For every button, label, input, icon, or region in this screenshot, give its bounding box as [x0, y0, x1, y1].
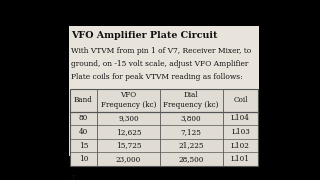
- Text: L102: L102: [231, 142, 250, 150]
- Text: L104: L104: [231, 114, 250, 122]
- Text: 15,725: 15,725: [116, 142, 141, 150]
- Text: L103: L103: [231, 128, 250, 136]
- Text: With VTVM from pin 1 of V7, Receiver Mixer, to: With VTVM from pin 1 of V7, Receiver Mix…: [71, 47, 251, 55]
- Text: VFO
Frequency (kc): VFO Frequency (kc): [101, 91, 156, 109]
- Text: 12,625: 12,625: [116, 128, 141, 136]
- Text: Band: Band: [74, 96, 93, 104]
- Text: L101: L101: [231, 155, 250, 163]
- Text: 21,225: 21,225: [179, 142, 204, 150]
- Bar: [68, 26, 260, 156]
- Text: 15: 15: [79, 142, 88, 150]
- Text: Plate coils for peak VTVM reading as follows:: Plate coils for peak VTVM reading as fol…: [71, 73, 243, 81]
- Text: VFO Amplifier Plate Circuit: VFO Amplifier Plate Circuit: [71, 31, 218, 40]
- Text: 7,125: 7,125: [181, 128, 202, 136]
- Bar: [70, 89, 258, 166]
- Text: Coil: Coil: [233, 96, 248, 104]
- Text: 3,800: 3,800: [181, 114, 202, 122]
- Text: 9,300: 9,300: [118, 114, 139, 122]
- Text: 40: 40: [79, 128, 88, 136]
- Text: Dial
Frequency (kc): Dial Frequency (kc): [164, 91, 219, 109]
- Text: ground, on -15 volt scale, adjust VFO Amplifier: ground, on -15 volt scale, adjust VFO Am…: [71, 60, 248, 68]
- Text: T: T: [71, 174, 76, 180]
- Text: 10: 10: [79, 155, 88, 163]
- Text: 23,000: 23,000: [116, 155, 141, 163]
- Text: 80: 80: [79, 114, 88, 122]
- Text: 28,500: 28,500: [179, 155, 204, 163]
